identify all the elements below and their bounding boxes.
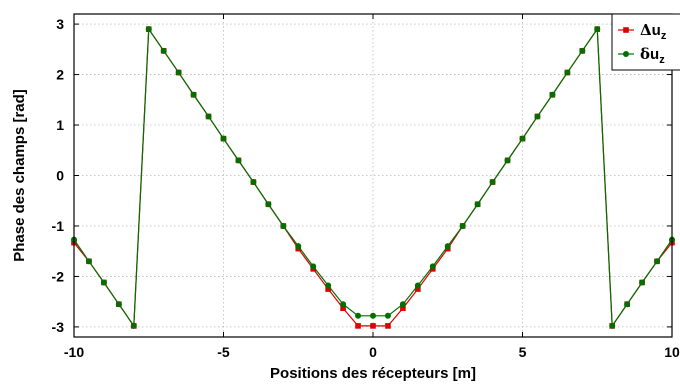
data-point-circle	[265, 201, 272, 208]
data-point-circle	[235, 157, 242, 164]
y-tick-label: -2	[52, 268, 65, 284]
legend-symbol: δ	[640, 45, 650, 63]
data-point-square	[385, 323, 391, 329]
legend-subscript: z	[661, 30, 667, 42]
data-point-circle	[384, 312, 391, 319]
data-point-square	[325, 286, 331, 292]
data-point-circle	[145, 26, 152, 33]
data-point-circle	[639, 279, 646, 286]
data-point-circle	[340, 301, 347, 308]
data-point-square	[400, 305, 406, 312]
legend-subscript: z	[659, 54, 665, 66]
data-point-circle	[100, 279, 107, 286]
data-point-circle	[130, 322, 137, 329]
data-point-circle	[504, 157, 511, 164]
data-point-circle	[220, 135, 227, 142]
y-axis-label: Phase des champs [rad]	[11, 89, 28, 262]
data-point-circle	[115, 301, 122, 308]
data-point-square	[415, 286, 421, 292]
data-point-circle	[564, 69, 571, 76]
x-tick-label: 10	[664, 344, 680, 360]
data-point-circle	[325, 282, 332, 289]
data-point-circle	[160, 47, 167, 54]
data-point-circle	[624, 301, 631, 308]
legend-swatch-marker	[623, 51, 629, 57]
data-point-circle	[444, 243, 451, 250]
data-point-circle	[310, 263, 317, 270]
y-tick-label: 3	[56, 16, 64, 32]
data-point-circle	[609, 322, 616, 329]
x-tick-label: -5	[217, 344, 230, 360]
data-point-circle	[399, 301, 406, 308]
data-point-circle	[414, 282, 421, 289]
legend-variable: u	[652, 22, 661, 39]
data-point-circle	[534, 113, 541, 120]
legend-variable: u	[650, 46, 659, 63]
y-tick-label: -1	[52, 218, 65, 234]
data-point-circle	[579, 47, 586, 54]
legend-box	[611, 13, 680, 71]
data-point-circle	[370, 312, 376, 319]
y-ticks: -3 -2 -1 0 1 2 3	[52, 16, 672, 335]
data-point-square	[340, 305, 346, 312]
data-point-circle	[355, 312, 362, 319]
data-point-circle	[85, 258, 92, 265]
series-line-0	[73, 27, 673, 328]
data-point-circle	[429, 263, 436, 270]
series-line-1	[73, 27, 673, 328]
data-point-square	[370, 323, 376, 329]
data-point-circle	[250, 179, 257, 186]
legend-entry-1: δuz	[640, 45, 665, 66]
x-axis-label: Positions des récepteurs [m]	[270, 365, 476, 382]
data-point-circle	[474, 201, 481, 208]
data-point-circle	[190, 91, 197, 98]
data-point-circle	[519, 135, 526, 142]
data-point-circle	[594, 26, 601, 33]
x-tick-label: 5	[519, 344, 527, 360]
data-point-circle	[205, 113, 212, 120]
legend-symbol: Δ	[640, 21, 652, 39]
data-point-circle	[459, 222, 466, 229]
x-tick-label: 0	[369, 344, 377, 360]
data-point-circle	[654, 258, 661, 265]
data-point-circle	[175, 69, 182, 76]
legend-entry-0: Δuz	[640, 21, 667, 42]
series-layer	[71, 26, 675, 329]
y-tick-label: 2	[56, 67, 64, 83]
legend-swatch-marker	[623, 27, 629, 33]
y-tick-label: 0	[56, 168, 64, 184]
x-ticks: -10 -5 0 5 10	[64, 14, 680, 360]
data-point-circle	[295, 243, 302, 250]
y-tick-label: -3	[52, 319, 65, 335]
data-point-circle	[549, 91, 556, 98]
grid	[73, 14, 673, 337]
data-point-square	[355, 323, 361, 329]
x-tick-label: -10	[64, 344, 84, 360]
data-point-circle	[280, 222, 287, 229]
y-tick-label: 1	[56, 117, 64, 133]
data-point-circle	[489, 179, 496, 186]
